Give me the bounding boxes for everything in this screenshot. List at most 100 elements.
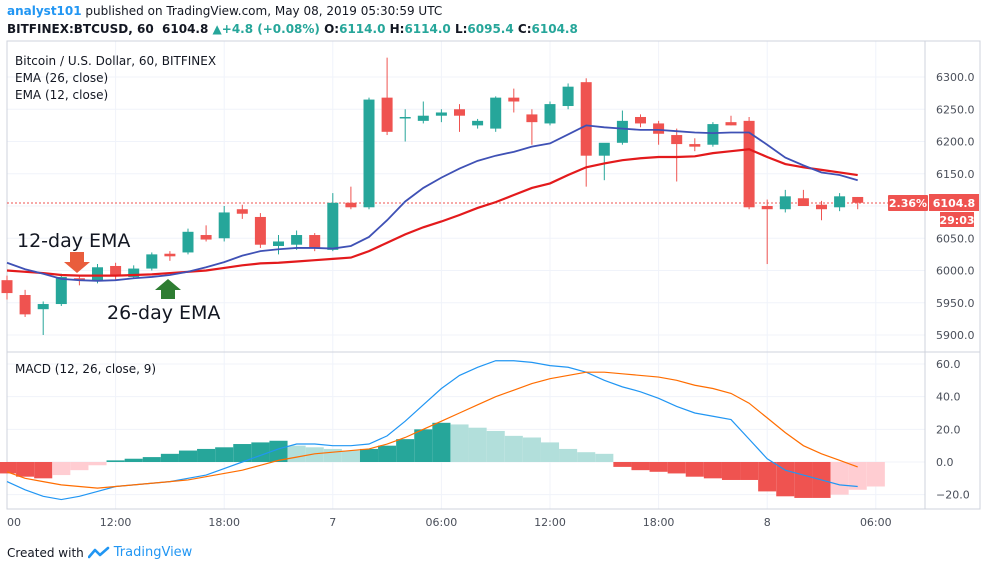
macd-histogram-bar bbox=[522, 437, 541, 462]
close-value: 6104.8 bbox=[531, 22, 578, 36]
candle-body bbox=[725, 122, 737, 126]
ema26-legend[interactable]: EMA (26, close) bbox=[15, 71, 108, 85]
macd-histogram-bar bbox=[323, 448, 342, 462]
candle-body bbox=[544, 104, 556, 124]
candle-body bbox=[236, 209, 248, 214]
main-title: Bitcoin / U.S. Dollar, 60, BITFINEX bbox=[15, 54, 216, 68]
price-axis[interactable]: 5900.05950.06000.06050.06100.06150.06200… bbox=[936, 71, 975, 342]
macd-histogram-bar bbox=[233, 444, 252, 462]
candle-body bbox=[92, 267, 103, 281]
candle-body bbox=[327, 202, 339, 250]
candle-body bbox=[816, 204, 827, 210]
candle-body bbox=[689, 144, 701, 147]
candle-body bbox=[273, 241, 284, 246]
close-label: C: bbox=[517, 22, 532, 36]
candle-body bbox=[435, 112, 447, 116]
macd-histogram-bar bbox=[577, 452, 596, 462]
candle-body bbox=[164, 253, 176, 257]
symbol-info-line: BITFINEX:BTCUSD, 60 6104.8 ▲+4.8 (+0.08%… bbox=[7, 22, 578, 36]
macd-histogram-bar bbox=[703, 462, 722, 479]
time-tick-label: 18:00 bbox=[643, 516, 675, 529]
time-tick-label: 00 bbox=[7, 516, 21, 529]
ema12-legend[interactable]: EMA (12, close) bbox=[15, 88, 108, 102]
macd-histogram-bar bbox=[631, 462, 650, 471]
candle-body bbox=[200, 235, 212, 240]
symbol-label: BITFINEX:BTCUSD, 60 bbox=[7, 22, 154, 36]
candle-body bbox=[417, 115, 429, 121]
time-tick-label: 06:00 bbox=[860, 516, 892, 529]
price-tick-label: 6250.0 bbox=[936, 103, 975, 116]
candle-body bbox=[399, 116, 411, 119]
open-label: O: bbox=[324, 22, 340, 36]
high-value: 6114.0 bbox=[404, 22, 451, 36]
candle-body bbox=[526, 114, 538, 123]
macd-histogram-bar bbox=[305, 447, 324, 462]
macd-histogram-bar bbox=[215, 447, 234, 462]
price-tick-label: 5950.0 bbox=[936, 297, 975, 310]
candle-body bbox=[218, 212, 230, 239]
macd-histogram-bar bbox=[740, 462, 759, 480]
time-tick-label: 06:00 bbox=[426, 516, 458, 529]
macd-axis[interactable]: −20.0 0.0 20.0 40.0 60.0 bbox=[936, 358, 970, 502]
macd-tick-label: −20.0 bbox=[936, 489, 970, 502]
macd-histogram-bar bbox=[595, 453, 614, 462]
macd-histogram-bar bbox=[848, 462, 867, 490]
candle-body bbox=[254, 216, 266, 245]
macd-histogram-bar bbox=[197, 448, 216, 462]
macd-tick-label: 40.0 bbox=[936, 391, 961, 404]
macd-legend[interactable]: MACD (12, 26, close, 9) bbox=[15, 362, 156, 376]
candle-body bbox=[562, 86, 574, 107]
macd-histogram-bar bbox=[450, 424, 469, 462]
candle-body bbox=[671, 135, 683, 145]
percent-tag-text: 2.36% bbox=[889, 197, 927, 210]
macd-histogram-bar bbox=[486, 430, 505, 462]
high-label: H: bbox=[389, 22, 405, 36]
macd-histogram-bar bbox=[106, 460, 125, 462]
candle-body bbox=[707, 124, 719, 145]
created-with-text: Created with bbox=[7, 545, 84, 560]
chart-frame bbox=[6, 40, 981, 510]
macd-histogram-bar bbox=[468, 427, 487, 462]
arrow-up-icon bbox=[155, 279, 181, 299]
author-link[interactable]: analyst101 bbox=[7, 4, 82, 18]
countdown-tag bbox=[940, 212, 974, 227]
candle-body bbox=[454, 109, 465, 116]
candle-body bbox=[580, 82, 592, 156]
macd-histogram bbox=[0, 422, 885, 498]
candle-body bbox=[834, 196, 846, 208]
candle-body bbox=[291, 235, 303, 245]
macd-histogram-bar bbox=[251, 442, 270, 462]
candle-body bbox=[37, 304, 49, 310]
candle-body bbox=[309, 235, 321, 248]
candle-body bbox=[363, 99, 375, 208]
candle-body bbox=[653, 123, 665, 134]
last-price-tag bbox=[929, 194, 979, 211]
time-axis[interactable]: 00 12:00 18:00 7 06:00 12:00 18:00 8 06:00 bbox=[7, 516, 892, 529]
macd-histogram-bar bbox=[776, 462, 795, 497]
candle-body bbox=[1, 280, 13, 294]
candle-body bbox=[635, 116, 646, 124]
ema12-line bbox=[6, 124, 858, 282]
macd-histogram-bar bbox=[178, 450, 198, 462]
macd-tick-label: 20.0 bbox=[936, 423, 961, 436]
macd-histogram-bar bbox=[758, 462, 777, 492]
footer: Created with TradingView bbox=[7, 545, 192, 560]
indicator-lines bbox=[6, 124, 858, 501]
candle-body bbox=[73, 278, 85, 281]
candle-body bbox=[182, 231, 194, 253]
ema26-annotation: 26-day EMA bbox=[107, 302, 220, 324]
last-price-tag-text: 6104.8 bbox=[933, 197, 975, 210]
tradingview-brand-link[interactable]: TradingView bbox=[113, 545, 193, 560]
candle-body bbox=[19, 295, 31, 315]
macd-histogram-bar bbox=[52, 462, 71, 476]
time-tick-label: 18:00 bbox=[208, 516, 240, 529]
macd-histogram-bar bbox=[378, 445, 397, 462]
price-change: +4.8 (+0.08%) bbox=[221, 22, 320, 36]
macd-tick-label: 0.0 bbox=[936, 456, 954, 469]
tradingview-logo-icon bbox=[87, 546, 110, 558]
macd-histogram-bar bbox=[142, 457, 161, 462]
published-text: published on TradingView.com, May 08, 20… bbox=[81, 4, 443, 18]
change-up-icon: ▲ bbox=[212, 22, 222, 36]
candle-body bbox=[146, 254, 158, 269]
